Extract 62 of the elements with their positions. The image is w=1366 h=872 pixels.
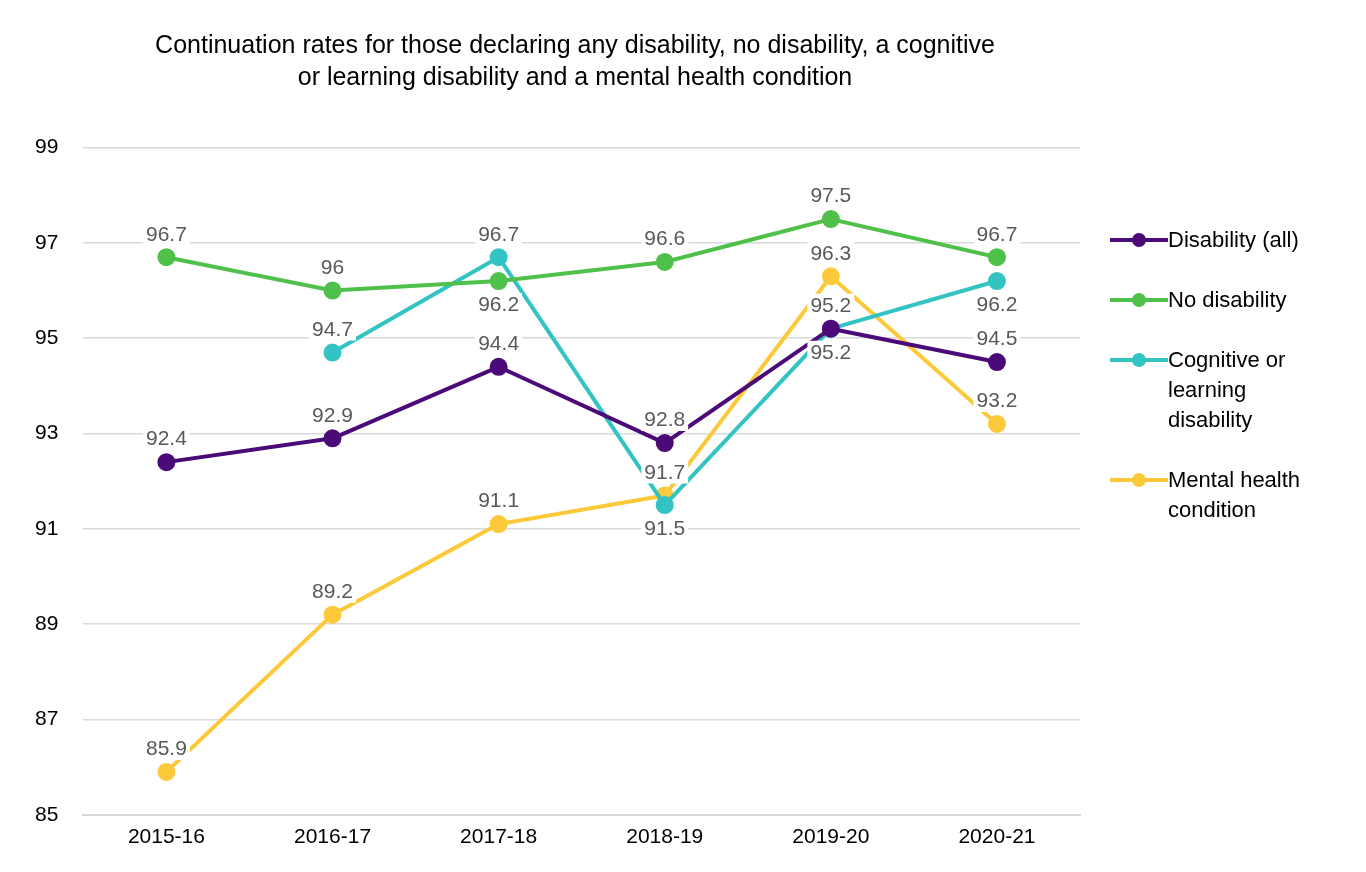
data-label: 95.2: [810, 292, 852, 316]
chart-title: Continuation rates for those declaring any disability, no disability, a cognitive or learning disability and a mental health condition: [154, 29, 996, 92]
data-label: 89.2: [312, 578, 353, 602]
data-label: 91.1: [478, 488, 520, 512]
data-label: 93.2: [976, 388, 1018, 412]
data-label: 96.7: [145, 221, 187, 245]
y-tick-label: 85: [35, 801, 59, 825]
data-label: 94.5: [976, 326, 1018, 350]
data-label: 91.7: [644, 459, 686, 483]
point: [323, 429, 342, 448]
data-label: 96.2: [478, 292, 520, 316]
data-label: 96.3: [810, 240, 852, 264]
y-tick-label: 89: [35, 610, 59, 634]
data-label: 96.7: [976, 221, 1018, 245]
point: [821, 210, 840, 229]
point: [821, 267, 840, 286]
y-tick-label: 99: [35, 134, 59, 158]
point: [489, 515, 508, 534]
legend-label: Disability (all): [1168, 226, 1300, 254]
point: [987, 272, 1006, 291]
point: [489, 272, 508, 291]
point: [655, 252, 674, 271]
data-label: 96.6: [644, 226, 686, 250]
legend-label: Cognitive or learning disability: [1168, 346, 1287, 434]
point: [157, 248, 176, 267]
x-tick-label: 2018-19: [626, 824, 704, 848]
x-tick-label: 2015-16: [127, 824, 205, 848]
x-tick-label: 2020-21: [958, 824, 1036, 848]
point: [323, 343, 342, 362]
y-tick-label: 95: [35, 325, 59, 349]
x-tick-label: 2016-17: [293, 824, 372, 848]
point: [157, 453, 176, 472]
data-label: 96.2: [976, 292, 1018, 316]
point: [655, 496, 674, 515]
point: [987, 415, 1006, 434]
point: [489, 248, 508, 267]
data-label: 92.9: [312, 402, 353, 426]
point: [323, 605, 342, 624]
point: [323, 281, 342, 300]
data-label: 92.8: [644, 407, 686, 431]
y-tick-label: 97: [35, 229, 59, 253]
x-tick-label: 2017-18: [460, 824, 538, 848]
x-tick-label: 2019-20: [792, 824, 870, 848]
point: [489, 357, 508, 376]
y-tick-label: 87: [35, 706, 59, 730]
data-label: 95.2: [810, 339, 852, 363]
data-label: 96.7: [478, 221, 520, 245]
data-label: 92.4: [145, 426, 188, 450]
data-label: 94.7: [312, 316, 353, 340]
point: [655, 434, 674, 453]
legend-label: Mental health condition: [1168, 466, 1302, 524]
point: [987, 248, 1006, 267]
point: [157, 762, 176, 781]
y-tick-label: 91: [35, 515, 59, 539]
data-label: 85.9: [145, 736, 187, 760]
data-label: 94.4: [478, 331, 520, 355]
point: [987, 353, 1006, 372]
y-tick-label: 93: [35, 420, 59, 444]
data-label: 96: [320, 254, 345, 278]
data-label: 97.5: [810, 183, 852, 207]
legend-label: No disability: [1168, 286, 1288, 314]
data-label: 91.5: [644, 516, 686, 540]
